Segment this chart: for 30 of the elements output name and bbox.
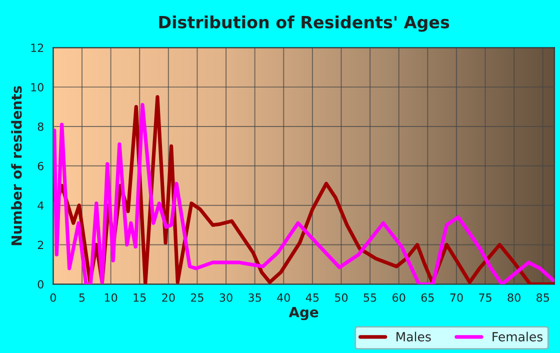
x-tick-label: 25 bbox=[190, 293, 204, 302]
x-tick-label: 35 bbox=[248, 293, 261, 302]
x-tick-label: 10 bbox=[104, 293, 118, 302]
x-tick-label: 50 bbox=[335, 293, 348, 302]
x-tick-label: 60 bbox=[392, 293, 406, 302]
x-tick-label: 70 bbox=[450, 293, 463, 302]
x-tick-label: 55 bbox=[364, 294, 376, 302]
legend-label: Males bbox=[396, 332, 431, 342]
y-tick-label: 6 bbox=[38, 162, 44, 170]
x-tick-label: 5 bbox=[79, 294, 85, 302]
x-tick-label: 40 bbox=[277, 293, 290, 302]
y-tick-label: 0 bbox=[38, 280, 44, 289]
y-tick-label: 12 bbox=[31, 44, 44, 52]
y-tick-label: 4 bbox=[38, 201, 44, 210]
x-tick-label: 30 bbox=[220, 293, 232, 302]
y-tick-label: 2 bbox=[38, 240, 44, 249]
x-tick-label: 20 bbox=[162, 293, 175, 302]
x-tick-label: 15 bbox=[134, 294, 146, 302]
y-tick-label: 10 bbox=[31, 83, 44, 92]
x-tick-label: 75 bbox=[479, 294, 492, 302]
x-tick-label: 65 bbox=[421, 293, 434, 302]
x-tick-label: 0 bbox=[50, 293, 56, 302]
x-tick-label: 85 bbox=[536, 293, 549, 302]
y-axis-title: Number of residents bbox=[11, 86, 22, 246]
x-tick-label: 80 bbox=[508, 293, 520, 302]
x-axis-title: Age bbox=[288, 307, 318, 320]
y-tick-label: 8 bbox=[38, 122, 44, 131]
chart-title: Distribution of Residents' Ages bbox=[159, 16, 450, 32]
legend-label: Females bbox=[492, 332, 543, 342]
x-tick-label: 45 bbox=[306, 294, 319, 302]
